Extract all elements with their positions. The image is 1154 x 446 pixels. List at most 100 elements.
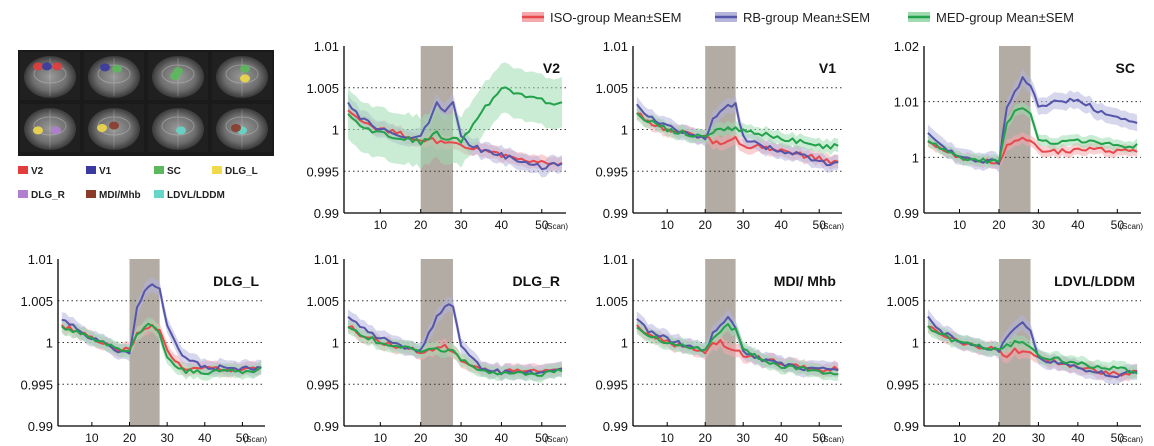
roi-legend-label: DLG_R: [31, 190, 66, 201]
series-line: [347, 86, 563, 146]
panel-title: SC: [1116, 60, 1135, 76]
roi-legend-label: LDVL/LDDM: [167, 190, 225, 201]
x-tick-label: 30: [160, 431, 174, 445]
sem-band: [61, 276, 262, 378]
x-tick-label: 10: [661, 218, 675, 232]
roi-legend: V2 V1 SC DLG_L DLG_R MDI/Mhb LDVL/LDDM: [18, 166, 258, 201]
roi-legend-label: V2: [31, 166, 44, 177]
y-tick-label: 1.005: [595, 294, 628, 309]
brain-slice: [212, 104, 272, 152]
x-tick-label: 40: [775, 431, 789, 445]
roi-marker: [52, 62, 63, 71]
roi-marker: [42, 62, 52, 71]
series-line: [347, 326, 563, 377]
brain-slice: [212, 52, 272, 100]
y-tick-label: 0.99: [314, 419, 339, 434]
x-tick-label: 40: [1071, 431, 1085, 445]
roi-legend-swatch: [86, 190, 96, 198]
x-tick-label: 40: [775, 218, 789, 232]
y-tick-label: 1.005: [306, 294, 339, 309]
roi-marker: [100, 63, 110, 72]
x-tick-label: 30: [454, 218, 468, 232]
x-tick-label: 20: [414, 218, 428, 232]
chart-panel: 0.99 0.995 1 1.005 1.01 10 20 30 40 50(Scan) MDI/ …: [595, 252, 844, 445]
x-tick-label: 30: [737, 218, 751, 232]
y-tick-label: 1: [332, 336, 339, 351]
y-tick-label: 1.005: [20, 294, 53, 309]
x-tick-label: 40: [495, 431, 509, 445]
y-tick-label: 1.01: [28, 252, 53, 267]
y-tick-label: 1.01: [314, 252, 339, 267]
x-tick-label: 20: [699, 431, 713, 445]
series-line: [927, 107, 1138, 164]
y-tick-label: 1: [332, 123, 339, 138]
roi-legend-swatch: [18, 166, 28, 174]
chart-panel: 0.99 0.995 1 1.005 1.01 10 20 30 40 50(Scan) DLG_R: [306, 252, 568, 445]
sem-band: [636, 106, 839, 156]
series-line: [927, 325, 1138, 375]
x-unit-label: (Scan): [544, 435, 568, 444]
brain-slice: [84, 52, 144, 100]
panel-title: MDI/ Mhb: [774, 273, 836, 289]
x-tick-label: 20: [992, 431, 1006, 445]
y-tick-label: 0.99: [894, 419, 919, 434]
y-tick-label: 0.995: [306, 164, 339, 179]
roi-legend-label: MDI/Mhb: [99, 190, 141, 201]
roi-legend-swatch: [212, 166, 222, 174]
series-line: [636, 323, 839, 376]
y-tick-label: 1: [46, 336, 53, 351]
sem-band: [348, 62, 562, 170]
roi-marker: [109, 121, 119, 130]
x-tick-label: 30: [1032, 218, 1046, 232]
roi-marker: [33, 126, 43, 135]
series-line: [636, 112, 839, 150]
y-tick-label: 1.01: [894, 252, 919, 267]
series-line: [636, 102, 839, 167]
brain-slice: [148, 52, 208, 100]
y-tick-label: 0.995: [20, 377, 53, 392]
series-line: [347, 101, 563, 171]
y-tick-label: 1.005: [886, 294, 919, 309]
brain-slice: [20, 104, 80, 152]
panel-title: V2: [543, 60, 560, 76]
y-tick-label: 1: [912, 336, 919, 351]
x-unit-label: (Scan): [544, 222, 568, 231]
x-tick-label: 50: [813, 218, 827, 232]
x-tick-label: 20: [992, 218, 1006, 232]
series-line: [61, 322, 262, 375]
brain-slice: [20, 52, 80, 100]
x-tick-label: 30: [1032, 431, 1046, 445]
series-line: [61, 283, 262, 372]
y-tick-label: 1.01: [603, 252, 628, 267]
roi-marker: [176, 126, 186, 135]
x-unit-label: (Scan): [1119, 435, 1143, 444]
x-tick-label: 10: [85, 431, 99, 445]
y-tick-label: 0.99: [603, 419, 628, 434]
chart-panel: 0.99 0.995 1 1.005 1.01 10 20 30 40 50(Scan) LDVL/…: [886, 252, 1143, 445]
x-tick-label: 50: [1111, 218, 1125, 232]
x-tick-label: 40: [495, 218, 509, 232]
y-tick-label: 0.99: [314, 206, 339, 221]
x-unit-label: (Scan): [1119, 222, 1143, 231]
x-tick-label: 30: [737, 431, 751, 445]
y-tick-label: 1.01: [894, 95, 919, 110]
chart-panel: 0.99 0.995 1 1.005 1.01 10 20 30 40 50(Scan) V2: [306, 39, 568, 232]
y-tick-label: 0.995: [886, 377, 919, 392]
y-tick-label: 1.01: [603, 39, 628, 54]
y-tick-label: 0.995: [306, 377, 339, 392]
sem-band: [61, 317, 262, 381]
x-tick-label: 50: [813, 431, 827, 445]
x-tick-label: 40: [198, 431, 212, 445]
roi-legend-swatch: [18, 190, 28, 198]
y-tick-label: 0.99: [28, 419, 53, 434]
roi-legend-label: SC: [167, 166, 181, 177]
legend-label: MED-group Mean±SEM: [936, 10, 1074, 25]
panel-title: LDVL/LDDM: [1054, 273, 1135, 289]
roi-legend-swatch: [86, 166, 96, 174]
roi-legend-swatch: [154, 166, 164, 174]
roi-marker: [231, 124, 241, 132]
x-tick-label: 20: [414, 431, 428, 445]
roi-marker: [240, 64, 250, 73]
x-tick-label: 30: [454, 431, 468, 445]
